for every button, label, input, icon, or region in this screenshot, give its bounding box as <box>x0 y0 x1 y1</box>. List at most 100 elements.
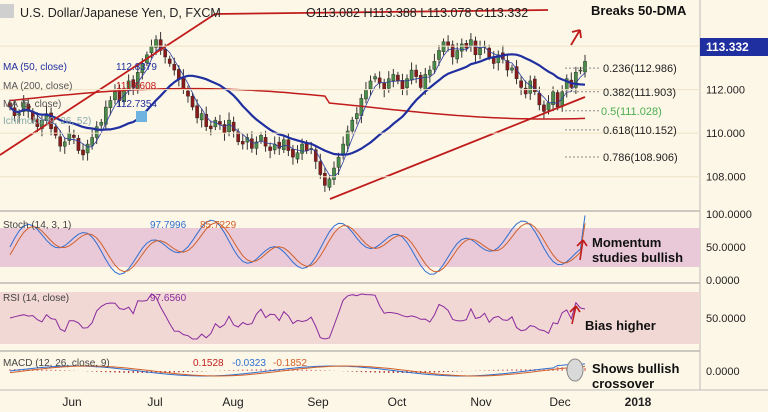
candle-body <box>300 143 304 154</box>
candle-body <box>542 104 546 112</box>
candle-body <box>574 72 578 88</box>
x-tick-label: Nov <box>470 395 491 409</box>
stoch-d-value: 85.7229 <box>200 220 237 231</box>
macd-value-2: -0.0323 <box>232 358 266 369</box>
candle-body <box>177 69 181 79</box>
candle-body <box>350 119 355 132</box>
settings-icon[interactable] <box>136 111 147 122</box>
rsi-value: 97.6560 <box>150 293 187 304</box>
candle-body <box>405 78 409 88</box>
candle-body <box>131 79 136 88</box>
fib-level-label: 0.786(108.906) <box>603 152 678 164</box>
fib-level-label: 0.236(112.986) <box>603 63 677 75</box>
stoch-k-line <box>9 215 586 275</box>
candle-body <box>240 141 245 145</box>
candle-body <box>578 69 583 72</box>
candle-body <box>327 178 332 188</box>
macd-note-line-1: Shows bullish <box>592 361 679 376</box>
candle-body <box>332 167 336 180</box>
ma200-line <box>9 87 586 120</box>
candle-body <box>368 80 373 90</box>
candle-body <box>149 45 154 54</box>
candle-body <box>227 119 231 133</box>
candle-body <box>35 118 40 127</box>
ma200-value: 111.6608 <box>116 81 157 92</box>
candle-body <box>528 80 533 94</box>
candle-body <box>441 41 446 52</box>
x-tick-label: Jun <box>62 395 81 409</box>
candle-body <box>323 173 327 186</box>
axis-labels-group: 114.000112.000110.000108.0000.236(112.98… <box>0 41 752 409</box>
fib-level-label: 0.5(111.028) <box>601 106 662 118</box>
top-trendline <box>214 9 549 15</box>
candle-body <box>218 121 222 125</box>
candle-body <box>345 130 350 146</box>
candle-body <box>386 78 391 89</box>
candle-body <box>58 136 62 147</box>
candle-body <box>473 40 478 56</box>
candle-body <box>304 143 309 151</box>
candle-body <box>113 91 117 101</box>
macd-tick-label: 0.0000 <box>706 366 740 378</box>
x-tick-label: Sep <box>307 395 329 409</box>
candle-body <box>172 63 177 71</box>
candle-body <box>318 161 323 175</box>
ma50-label: MA (50, close) <box>3 62 67 73</box>
y-tick-label: 108.000 <box>706 172 746 184</box>
candle-body <box>186 90 190 97</box>
symbol-toggle-icon[interactable] <box>0 4 14 18</box>
up-arrow-icon <box>576 239 588 261</box>
y-tick-label: 110.000 <box>706 128 745 140</box>
candle-body <box>364 89 368 100</box>
candles-group <box>8 31 587 192</box>
fib-level-label: 0.618(110.152) <box>603 125 677 137</box>
candle-body <box>99 122 104 126</box>
candle-body <box>208 125 213 130</box>
candle-body <box>254 141 259 149</box>
candle-body <box>455 50 460 60</box>
candle-body <box>140 63 145 74</box>
candle-body <box>437 50 441 60</box>
candle-body <box>510 67 514 71</box>
rsi-label: RSI (14, close) <box>3 293 69 304</box>
ma5-label: MA (5, close) <box>3 99 61 110</box>
candle-body <box>40 119 44 129</box>
candle-body <box>195 105 199 119</box>
candle-body <box>259 135 263 141</box>
candle-body <box>62 141 67 147</box>
stoch-label: Stoch (14, 3, 1) <box>3 220 71 231</box>
candle-body <box>432 61 437 70</box>
candle-body <box>213 119 218 128</box>
up-arrow-icon <box>569 305 581 325</box>
candle-body <box>104 106 108 125</box>
support-trendline <box>329 96 586 200</box>
indicator-lines-group <box>9 215 586 377</box>
candle-body <box>428 69 432 76</box>
candle-body <box>478 48 482 56</box>
candle-body <box>295 152 300 160</box>
candle-body <box>250 138 254 149</box>
candle-body <box>167 58 172 64</box>
candle-body <box>263 137 268 147</box>
candle-body <box>555 92 560 108</box>
candle-body <box>382 82 387 90</box>
x-tick-label: Aug <box>222 395 243 409</box>
candle-body <box>85 143 90 154</box>
ma50-line <box>9 53 586 156</box>
candle-body <box>53 126 58 136</box>
rsi-note: Bias higher <box>585 318 656 333</box>
candle-body <box>496 54 501 64</box>
rsi-line <box>9 293 586 340</box>
x-tick-label: 2018 <box>625 395 652 409</box>
x-tick-label: Dec <box>549 395 570 409</box>
current-price-badge <box>700 38 768 56</box>
chart-title: U.S. Dollar/Japanese Yen, D, FXCM <box>20 6 221 20</box>
candle-body <box>268 146 272 151</box>
stoch-note-line-1: Momentum <box>592 235 661 250</box>
macd-note-line-2: crossover <box>592 376 654 391</box>
stoch-k-value: 97.7996 <box>150 220 187 231</box>
candle-body <box>514 66 519 79</box>
macd-label: MACD (12, 26, close, 9) <box>3 358 110 369</box>
